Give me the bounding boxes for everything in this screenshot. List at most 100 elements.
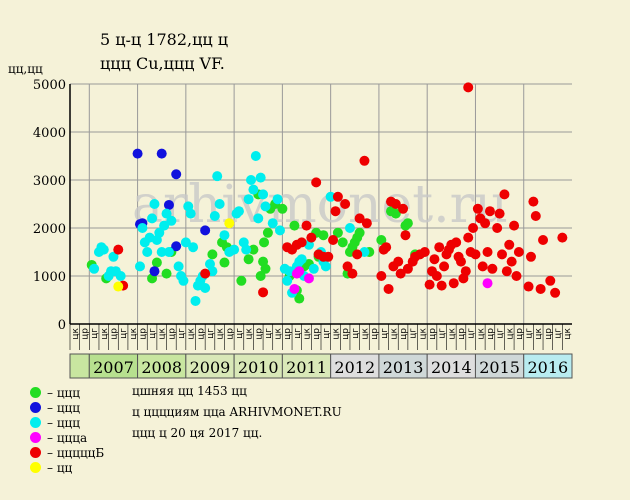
data-point bbox=[246, 175, 257, 185]
year-band bbox=[69, 353, 90, 379]
data-point bbox=[439, 261, 450, 272]
x-tick-label: цг bbox=[409, 328, 419, 339]
data-point bbox=[340, 199, 351, 209]
data-point bbox=[400, 230, 411, 241]
data-point bbox=[262, 227, 273, 238]
data-point bbox=[383, 283, 394, 294]
data-point bbox=[212, 171, 223, 182]
data-point bbox=[161, 268, 172, 279]
year-band bbox=[474, 353, 525, 379]
data-point bbox=[523, 281, 534, 292]
data-point bbox=[163, 247, 174, 257]
data-point bbox=[402, 218, 413, 229]
data-point bbox=[342, 261, 353, 272]
data-point bbox=[277, 203, 288, 214]
year-band bbox=[185, 353, 235, 379]
x-tick-label: цк bbox=[563, 327, 573, 339]
data-point bbox=[156, 148, 167, 159]
x-tick-label: цр bbox=[80, 328, 90, 340]
x-tick-label: цк bbox=[100, 327, 110, 339]
x-tick-label: цк bbox=[476, 327, 486, 339]
x-tick-label: цк bbox=[389, 327, 399, 339]
x-tick-label: цк bbox=[303, 327, 313, 339]
year-label: 2013 bbox=[383, 358, 424, 377]
data-point bbox=[274, 225, 285, 236]
data-point bbox=[482, 247, 493, 257]
data-point bbox=[294, 266, 305, 277]
data-point bbox=[484, 206, 495, 217]
data-point bbox=[219, 230, 230, 241]
info-line: ц цццциям цца ARHIVMONET.RU bbox=[132, 405, 342, 419]
x-tick-label: цр bbox=[515, 328, 525, 340]
year-label: 2014 bbox=[431, 358, 472, 377]
data-point bbox=[149, 199, 160, 209]
data-point bbox=[89, 263, 100, 274]
data-point bbox=[419, 247, 430, 257]
x-tick-label: цг bbox=[235, 328, 245, 339]
data-point bbox=[163, 199, 174, 210]
x-tick-label: цр bbox=[370, 328, 380, 340]
data-point bbox=[108, 251, 119, 262]
legend-item: – ццц bbox=[30, 400, 104, 415]
x-tick-label: цр bbox=[254, 328, 264, 340]
data-point bbox=[494, 208, 505, 219]
x-tick-label: цр bbox=[312, 328, 322, 340]
legend-marker bbox=[30, 432, 41, 443]
data-point bbox=[359, 155, 370, 166]
data-point bbox=[113, 244, 124, 255]
data-point bbox=[296, 254, 307, 265]
data-point bbox=[147, 213, 158, 224]
year-label: 2008 bbox=[141, 358, 182, 377]
x-tick-label: цг bbox=[264, 328, 274, 339]
info-block: цшняя цц 1453 цц ц цццциям цца ARHIVMONE… bbox=[132, 384, 342, 447]
data-point bbox=[525, 251, 536, 262]
year-bands: 2007 2008 2009 2010 2011 2012 2013 2014 2015 2016 bbox=[69, 353, 573, 379]
x-tick-label: цк bbox=[129, 327, 139, 339]
data-point bbox=[390, 199, 401, 209]
data-point bbox=[328, 235, 339, 245]
data-point bbox=[332, 191, 343, 202]
x-tick-label: цр bbox=[544, 328, 554, 340]
x-tick-label: цк bbox=[505, 327, 515, 339]
data-points bbox=[86, 82, 568, 306]
data-point bbox=[381, 242, 392, 253]
year-label: 2011 bbox=[286, 358, 327, 377]
data-point bbox=[501, 266, 512, 277]
data-point bbox=[402, 263, 413, 274]
data-point bbox=[354, 213, 365, 224]
data-point bbox=[171, 169, 182, 180]
data-point bbox=[161, 208, 172, 219]
x-tick-label: цг bbox=[467, 328, 477, 339]
data-point bbox=[180, 237, 191, 248]
data-point bbox=[480, 218, 491, 229]
data-point bbox=[538, 235, 549, 245]
data-point bbox=[352, 249, 363, 260]
x-tick-label: цр bbox=[457, 328, 467, 340]
x-tick-label: цк bbox=[360, 327, 370, 339]
x-tick-label: цр bbox=[109, 328, 119, 340]
x-tick-label: цр bbox=[167, 328, 177, 340]
data-point bbox=[209, 211, 220, 221]
data-point bbox=[219, 257, 230, 268]
data-point bbox=[337, 237, 348, 248]
x-tick-label: цк bbox=[216, 327, 226, 339]
x-tick-label: цг bbox=[293, 328, 303, 339]
data-point bbox=[272, 194, 283, 205]
data-point bbox=[151, 257, 162, 268]
data-point bbox=[214, 199, 225, 209]
data-point bbox=[248, 184, 259, 195]
data-point bbox=[424, 279, 435, 290]
y-tick-label: 1000 bbox=[33, 270, 66, 285]
data-point bbox=[429, 254, 440, 265]
legend-item: – цццццБ bbox=[30, 445, 104, 460]
data-point bbox=[289, 283, 300, 294]
x-tick-label: цк bbox=[245, 327, 255, 339]
chart-title: 5 ц֊ц 1782,цц ц bbox=[100, 30, 229, 49]
data-point bbox=[282, 275, 293, 286]
data-point bbox=[115, 271, 126, 281]
data-point bbox=[361, 218, 372, 229]
data-point bbox=[354, 227, 365, 238]
data-point bbox=[178, 275, 189, 286]
data-point bbox=[296, 237, 307, 248]
